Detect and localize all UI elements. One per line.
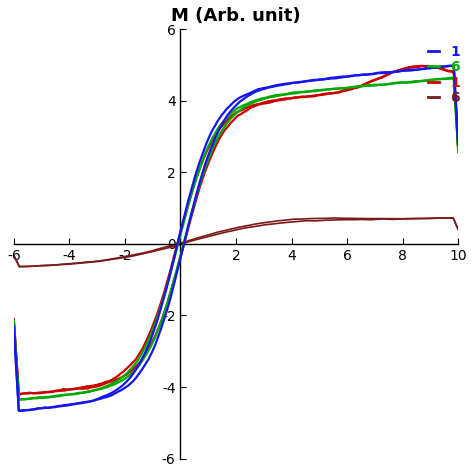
Legend: 1, 6, 1, 6: 1, 6, 1, 6: [428, 45, 460, 105]
Title: M (Arb. unit): M (Arb. unit): [171, 7, 301, 25]
